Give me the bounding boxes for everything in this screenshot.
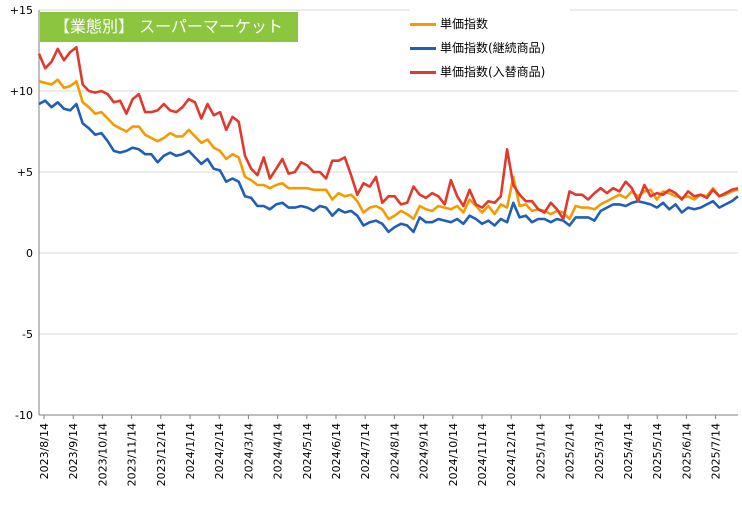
legend-label: 単価指数 <box>440 17 489 31</box>
x-tick-label: 2024/3/14 <box>242 423 255 479</box>
x-tick-label: 2024/7/14 <box>359 423 372 479</box>
y-tick-label: +15 <box>10 4 33 17</box>
x-tick-label: 2024/5/14 <box>301 423 314 479</box>
x-tick-label: 2024/1/14 <box>184 423 197 479</box>
x-tick-label: 2024/8/14 <box>388 423 401 479</box>
x-tick-label: 2024/4/14 <box>272 423 285 479</box>
x-tick-label: 2024/10/14 <box>447 423 460 486</box>
x-tick-label: 2024/11/14 <box>476 423 489 486</box>
x-tick-label: 2025/6/14 <box>680 423 693 479</box>
x-tick-label: 2025/3/14 <box>593 423 606 479</box>
series-line-3 <box>37 45 739 221</box>
series-line-1 <box>38 78 739 221</box>
series-line-2 <box>38 99 739 234</box>
x-tick-labels: 2023/8/14 2023/9/14 2023/10/14 2023/11/14 20… <box>38 423 723 486</box>
legend-label: 単価指数(入替商品) <box>440 65 546 79</box>
x-tick-label: 2024/12/14 <box>505 423 518 486</box>
x-tick-label: 2024/6/14 <box>330 423 343 479</box>
x-tick-label: 2024/2/14 <box>213 423 226 479</box>
y-tick-label: -5 <box>22 328 33 341</box>
legend: 単価指数 単価指数(継続商品) 単価指数(入替商品) <box>410 8 570 80</box>
x-tick-label: 2023/12/14 <box>155 423 168 486</box>
x-tick-label: 2025/4/14 <box>622 423 635 479</box>
x-tick-label: 2024/9/14 <box>418 423 431 479</box>
y-tick-label: +10 <box>10 85 33 98</box>
legend-label: 単価指数(継続商品) <box>440 41 546 55</box>
x-tick-label: 2025/2/14 <box>564 423 577 479</box>
legend-swatch <box>410 71 436 74</box>
series-lines <box>37 45 739 234</box>
legend-item-unit-price-index: 単価指数 <box>410 8 570 32</box>
x-tick-label: 2025/5/14 <box>651 423 664 479</box>
y-tick-label: 0 <box>26 247 33 260</box>
legend-item-replaced-products: 単価指数(入替商品) <box>410 56 570 80</box>
legend-swatch <box>410 23 436 26</box>
grid-lines <box>39 9 738 335</box>
axes <box>38 10 738 419</box>
y-tick-labels: -10 -5 0 +5 +10 +15 <box>10 4 33 422</box>
x-tick-label: 2023/10/14 <box>96 423 109 486</box>
legend-swatch <box>410 47 436 50</box>
y-tick-label: -10 <box>15 409 33 422</box>
legend-item-continuing-products: 単価指数(継続商品) <box>410 32 570 56</box>
y-tick-label: +5 <box>17 166 33 179</box>
x-tick-label: 2023/8/14 <box>38 423 51 479</box>
x-tick-label: 2025/1/14 <box>534 423 547 479</box>
x-tick-label: 2023/9/14 <box>67 423 80 479</box>
x-tick-label: 2025/7/14 <box>710 423 723 479</box>
x-tick-label: 2023/11/14 <box>126 423 139 486</box>
chart-title: 【業態別】 スーパーマーケット <box>40 12 298 42</box>
